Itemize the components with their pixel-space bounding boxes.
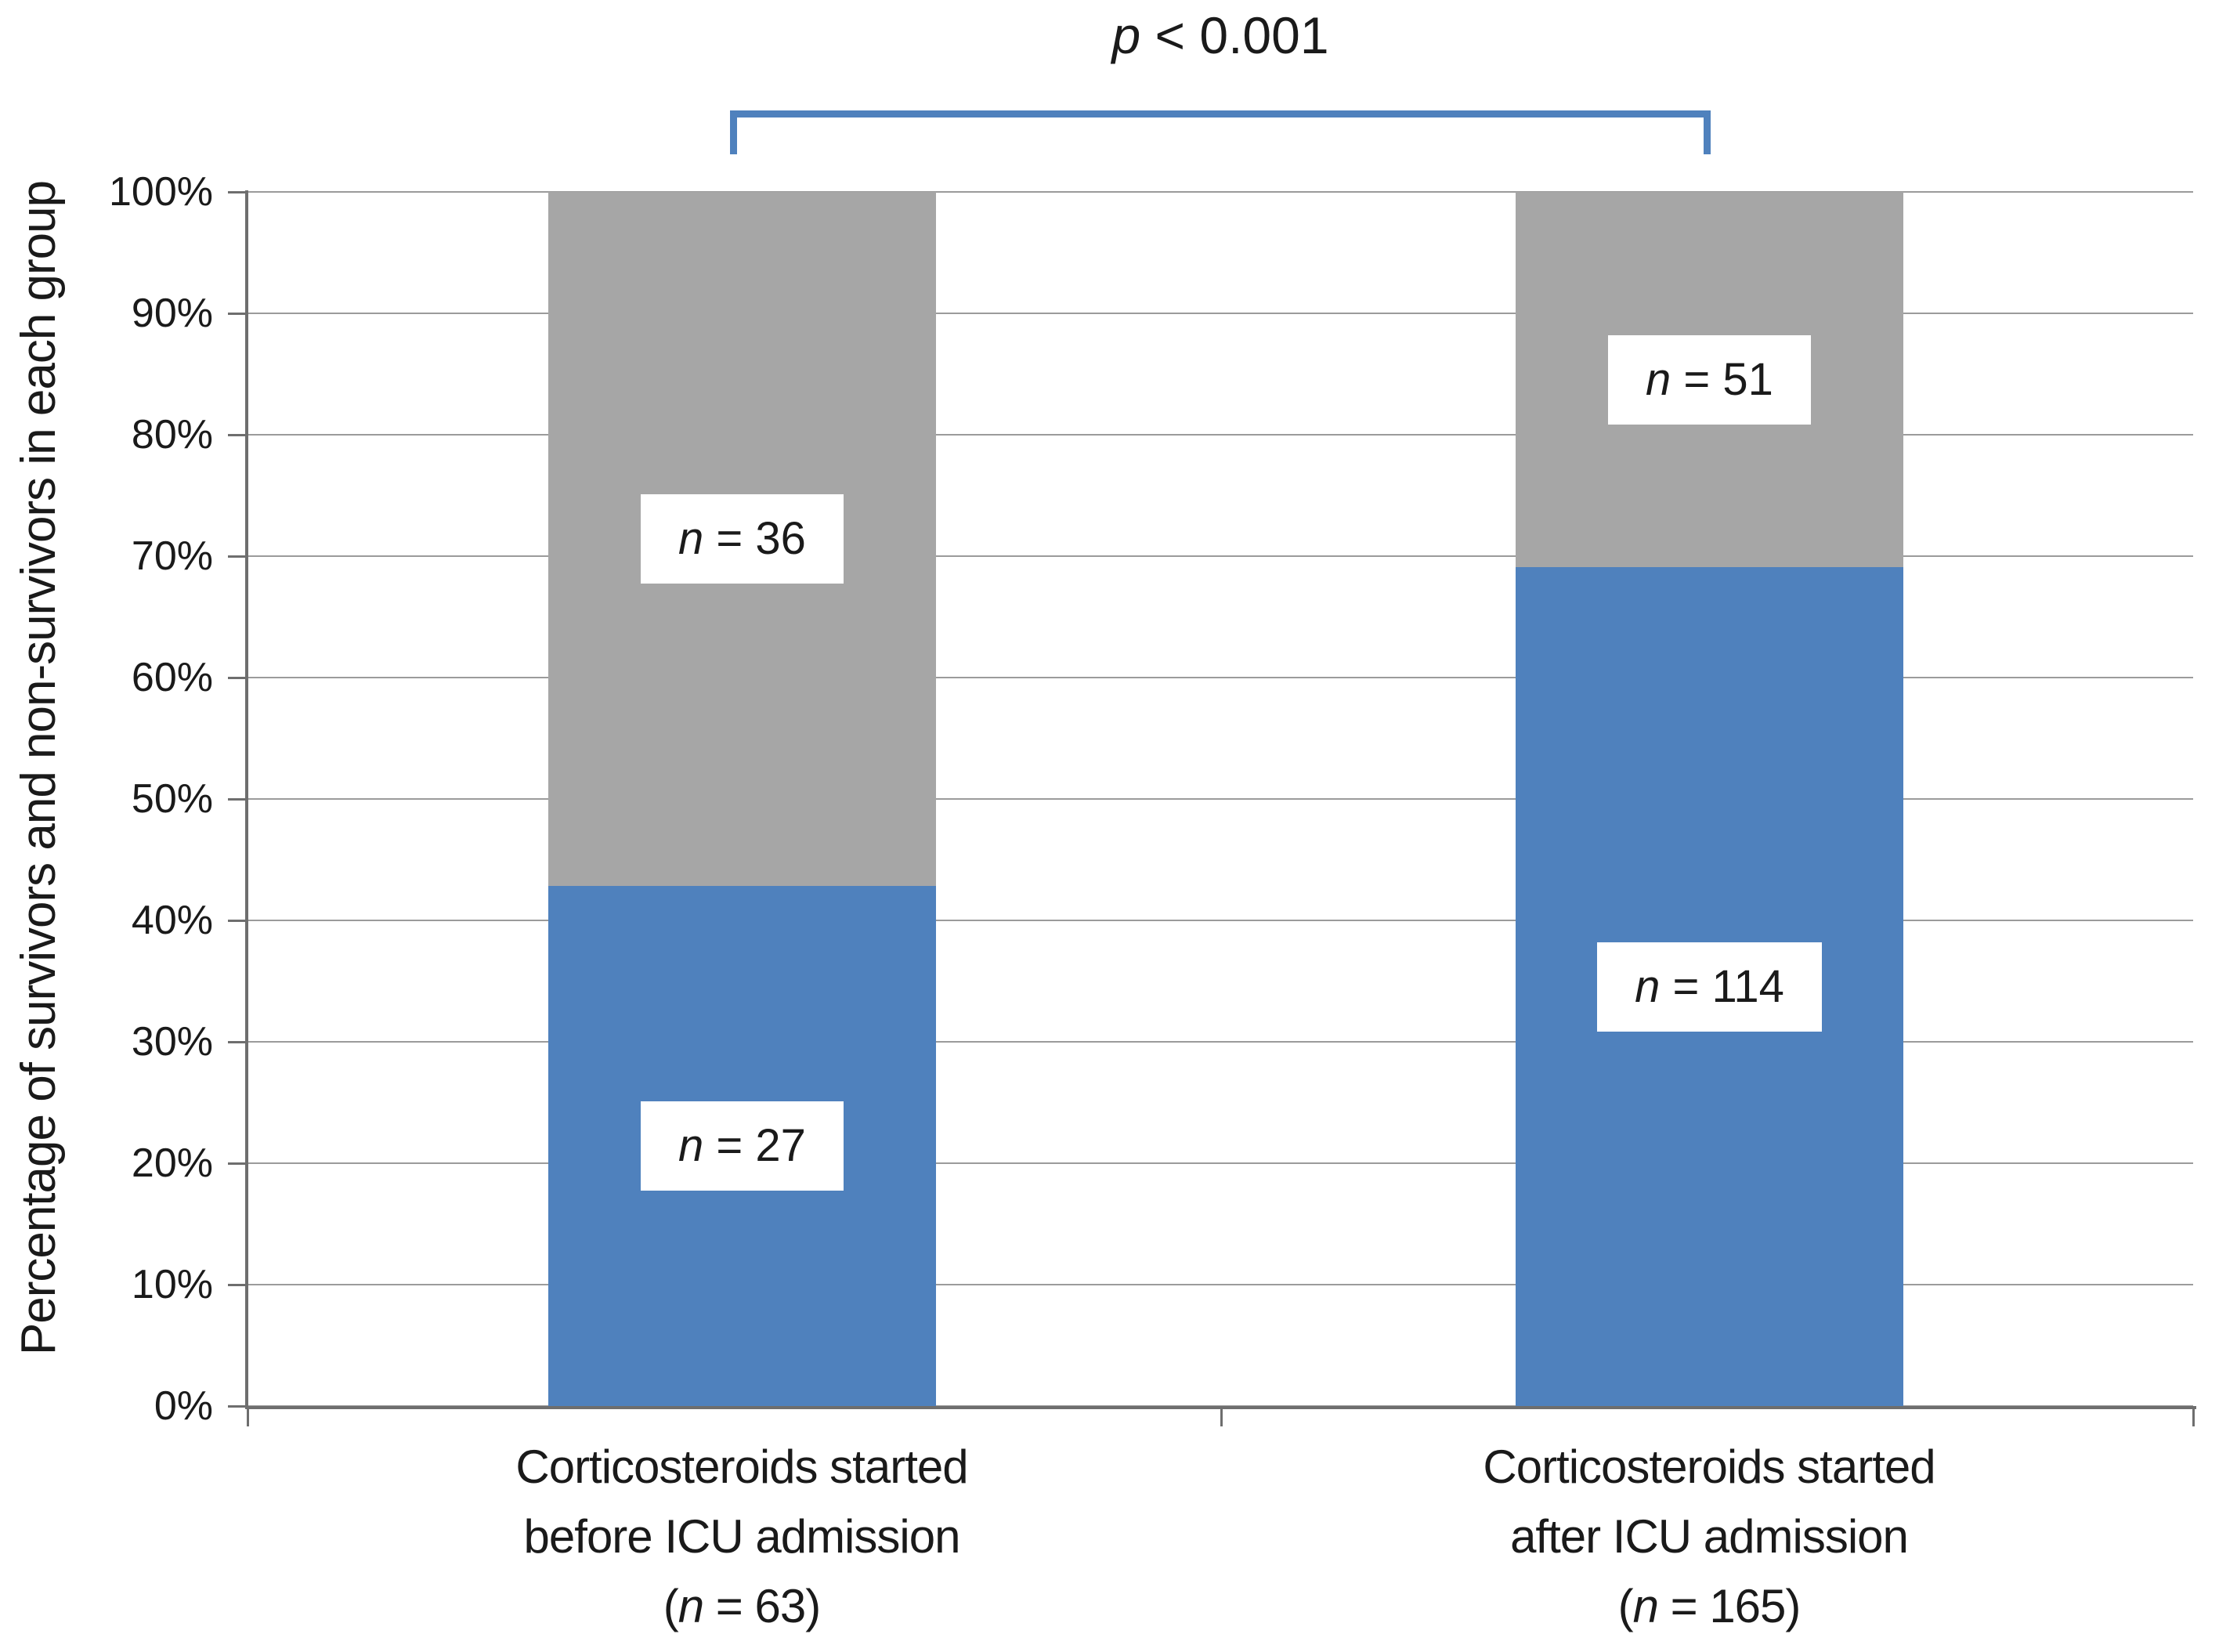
gridline-70% <box>248 555 2193 557</box>
category-line-1: Corticosteroids started <box>515 1441 968 1493</box>
y-axis-tick-10% <box>228 1284 248 1286</box>
y-tick-label-20%: 20% <box>131 1140 213 1186</box>
category-label-after-icu: Corticosteroids started after ICU admiss… <box>1317 1432 2101 1641</box>
italic-n: n <box>678 1119 704 1171</box>
data-label-text: = 27 <box>703 1119 806 1171</box>
y-axis-tick-90% <box>228 313 248 315</box>
italic-n: n <box>1635 960 1661 1012</box>
segment-blue-after-icu: n = 114 <box>1516 567 1903 1406</box>
data-label-gray-before: n = 36 <box>641 493 844 584</box>
x-axis-tick-middle <box>1220 1406 1223 1426</box>
y-axis-tick-70% <box>228 555 248 558</box>
y-tick-label-70%: 70% <box>131 533 213 579</box>
y-axis-tick-50% <box>228 798 248 801</box>
y-axis-tick-60% <box>228 677 248 679</box>
plot-area: n = 36 n = 27 n = 51 n = 114 100% 90% 80% 7… <box>109 172 2195 1426</box>
data-label-text: = 114 <box>1660 960 1784 1012</box>
y-tick-label-0%: 0% <box>154 1383 213 1429</box>
y-axis-title-wrap: Percentage of survivors and non-survivor… <box>0 157 78 1379</box>
segment-blue-before-icu: n = 27 <box>548 885 936 1406</box>
gridline-50% <box>248 798 2193 800</box>
x-axis-tick-right <box>2192 1406 2195 1426</box>
data-label-blue-after: n = 114 <box>1597 942 1822 1032</box>
data-label-text: = 36 <box>703 512 806 564</box>
gridline-40% <box>248 920 2193 921</box>
italic-p: p <box>1111 6 1141 64</box>
gridline-100% <box>248 191 2193 193</box>
y-axis-tick-40% <box>228 920 248 922</box>
italic-n: n <box>1632 1580 1659 1632</box>
segment-gray-before-icu: n = 36 <box>548 192 936 886</box>
italic-n: n <box>678 1580 704 1632</box>
data-label-gray-after: n = 51 <box>1608 334 1811 425</box>
y-axis-tick-80% <box>228 434 248 436</box>
y-tick-label-40%: 40% <box>131 898 213 943</box>
gridline-30% <box>248 1041 2193 1043</box>
category-n-value: = 63) <box>703 1580 821 1632</box>
category-line-1: Corticosteroids started <box>1483 1441 1935 1493</box>
data-label-blue-before: n = 27 <box>641 1101 844 1191</box>
paren-open: ( <box>1617 1580 1634 1632</box>
data-label-text: = 51 <box>1671 353 1773 405</box>
y-tick-label-90%: 90% <box>131 291 213 336</box>
bar-before-icu-admission: n = 36 n = 27 <box>548 192 936 1406</box>
y-axis-tick-0% <box>228 1405 248 1408</box>
p-value-label: p < 0.001 <box>730 2 1711 69</box>
y-tick-label-80%: 80% <box>131 412 213 457</box>
y-tick-label-10%: 10% <box>131 1262 213 1307</box>
paren-open: ( <box>663 1580 679 1632</box>
y-tick-label-60%: 60% <box>131 655 213 700</box>
gridline-10% <box>248 1284 2193 1285</box>
bar-after-icu-admission: n = 51 n = 114 <box>1516 192 1903 1406</box>
y-axis-tick-30% <box>228 1041 248 1043</box>
gridline-80% <box>248 434 2193 436</box>
y-axis-title: Percentage of survivors and non-survivor… <box>12 180 67 1355</box>
y-tick-label-100%: 100% <box>109 169 213 215</box>
category-line-3: (n = 63) <box>350 1571 1133 1641</box>
segment-gray-after-icu: n = 51 <box>1516 192 1903 568</box>
gridline-90% <box>248 313 2193 314</box>
category-line-2: after ICU admission <box>1510 1510 1909 1563</box>
gridline-20% <box>248 1162 2193 1164</box>
x-axis-tick-left <box>247 1406 249 1426</box>
y-axis-tick-20% <box>228 1162 248 1165</box>
category-label-before-icu: Corticosteroids started before ICU admis… <box>350 1432 1133 1641</box>
category-line-3: (n = 165) <box>1317 1571 2101 1641</box>
y-axis-tick-100% <box>228 191 248 193</box>
p-value-text: < 0.001 <box>1140 6 1329 64</box>
significance-bracket <box>730 110 1711 154</box>
gridline-60% <box>248 677 2193 678</box>
y-axis-line <box>245 190 248 1409</box>
x-axis-line <box>245 1406 2196 1409</box>
y-tick-label-50%: 50% <box>131 776 213 822</box>
italic-n: n <box>678 512 704 564</box>
y-tick-label-30%: 30% <box>131 1019 213 1065</box>
category-n-value: = 165) <box>1657 1580 1802 1632</box>
italic-n: n <box>1646 353 1671 405</box>
category-line-2: before ICU admission <box>523 1510 961 1563</box>
